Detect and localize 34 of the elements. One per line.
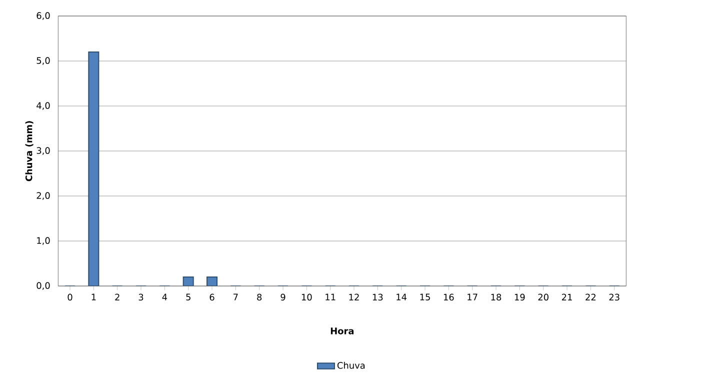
- x-tick-label: 5: [186, 294, 190, 300]
- x-tick-label: 9: [280, 294, 286, 301]
- x-tick-label: 16: [444, 294, 454, 301]
- x-tick-label: 17: [468, 294, 478, 300]
- x-tick-label: 11: [326, 294, 336, 300]
- x-tick-label: 1: [92, 294, 96, 300]
- x-tick-label: 22: [586, 294, 596, 300]
- x-tick-label: 10: [302, 294, 312, 301]
- x-tick-label: 14: [396, 294, 407, 300]
- x-tick-label: 8: [257, 294, 262, 301]
- x-tick-label: 12: [349, 294, 359, 300]
- y-tick-label: 0,0: [36, 282, 50, 290]
- legend-label: Chuva: [337, 362, 365, 369]
- x-tick-label: 20: [538, 294, 548, 301]
- y-tick-label: 6,0: [36, 12, 50, 20]
- y-tick-label: 1,0: [37, 237, 50, 245]
- x-tick-label: 0: [68, 294, 72, 301]
- x-tick-label: 23: [609, 294, 620, 301]
- x-tick-label: 18: [491, 294, 502, 301]
- x-tick-label: 21: [562, 294, 572, 300]
- y-tick-label: 2,0: [36, 192, 50, 200]
- x-tick-label: 4: [162, 294, 168, 300]
- x-tick-label: 13: [372, 294, 383, 301]
- x-tick-label: 15: [420, 294, 430, 300]
- x-tick-label: 7: [234, 294, 238, 300]
- x-tick-label: 2: [115, 294, 120, 300]
- y-tick-label: 4,0: [36, 102, 50, 110]
- x-tick-label: 6: [210, 294, 214, 301]
- y-tick-label: 5,0: [36, 57, 50, 65]
- x-tick-label: 3: [138, 294, 144, 301]
- x-axis-title: Hora: [330, 328, 354, 334]
- y-tick-label: 3,0: [36, 147, 50, 155]
- x-tick-label: 19: [514, 294, 525, 301]
- y-axis-title: Chuva (mm): [25, 121, 34, 182]
